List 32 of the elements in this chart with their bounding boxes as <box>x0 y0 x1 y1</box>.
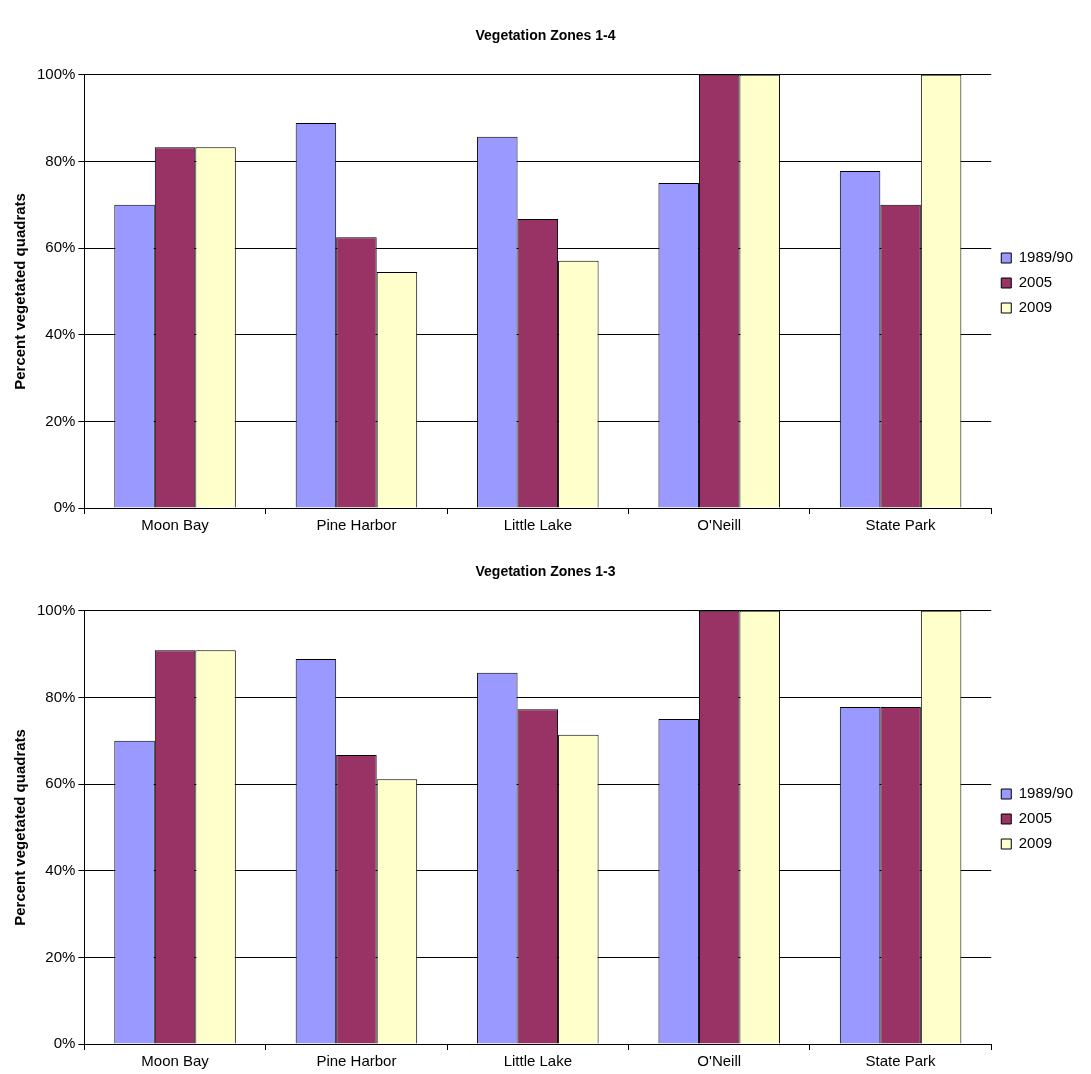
x-tick-label: Moon Bay <box>141 516 210 534</box>
y-tick-label: 100% <box>36 600 76 618</box>
y-tick-label: 20% <box>45 947 76 965</box>
legend-label: 2009 <box>1018 298 1053 316</box>
legend-label: 2005 <box>1018 809 1053 827</box>
legend-label: 1989/90 <box>1018 784 1074 802</box>
chart-title: Vegetation Zones 1-4 <box>475 27 616 44</box>
y-tick-label: 40% <box>45 860 76 878</box>
x-tick-label: Moon Bay <box>141 1052 210 1070</box>
y-tick-label: 0% <box>53 498 76 516</box>
y-axis-title: Percent vegetated quadrats <box>11 729 29 926</box>
x-tick-label: State Park <box>865 1052 937 1070</box>
y-tick-label: 100% <box>36 64 76 82</box>
legend-label: 2009 <box>1018 834 1053 852</box>
legend-label: 1989/90 <box>1018 248 1074 266</box>
y-axis-title: Percent vegetated quadrats <box>11 193 29 390</box>
x-tick-label: O'Neill <box>697 516 742 534</box>
x-tick-label: State Park <box>865 516 937 534</box>
y-tick-label: 80% <box>45 151 76 169</box>
y-tick-label: 60% <box>45 774 76 792</box>
chart-title: Vegetation Zones 1-3 <box>475 563 616 580</box>
y-tick-label: 40% <box>45 324 76 342</box>
x-tick-label: Pine Harbor <box>316 516 397 534</box>
x-tick-label: Little Lake <box>503 516 573 534</box>
y-tick-label: 60% <box>45 238 76 256</box>
y-tick-label: 80% <box>45 687 76 705</box>
x-tick-label: O'Neill <box>697 1052 742 1070</box>
legend-label: 2005 <box>1018 273 1053 291</box>
x-tick-label: Little Lake <box>503 1052 573 1070</box>
y-tick-label: 20% <box>45 411 76 429</box>
x-tick-label: Pine Harbor <box>316 1052 397 1070</box>
y-tick-label: 0% <box>53 1034 76 1052</box>
